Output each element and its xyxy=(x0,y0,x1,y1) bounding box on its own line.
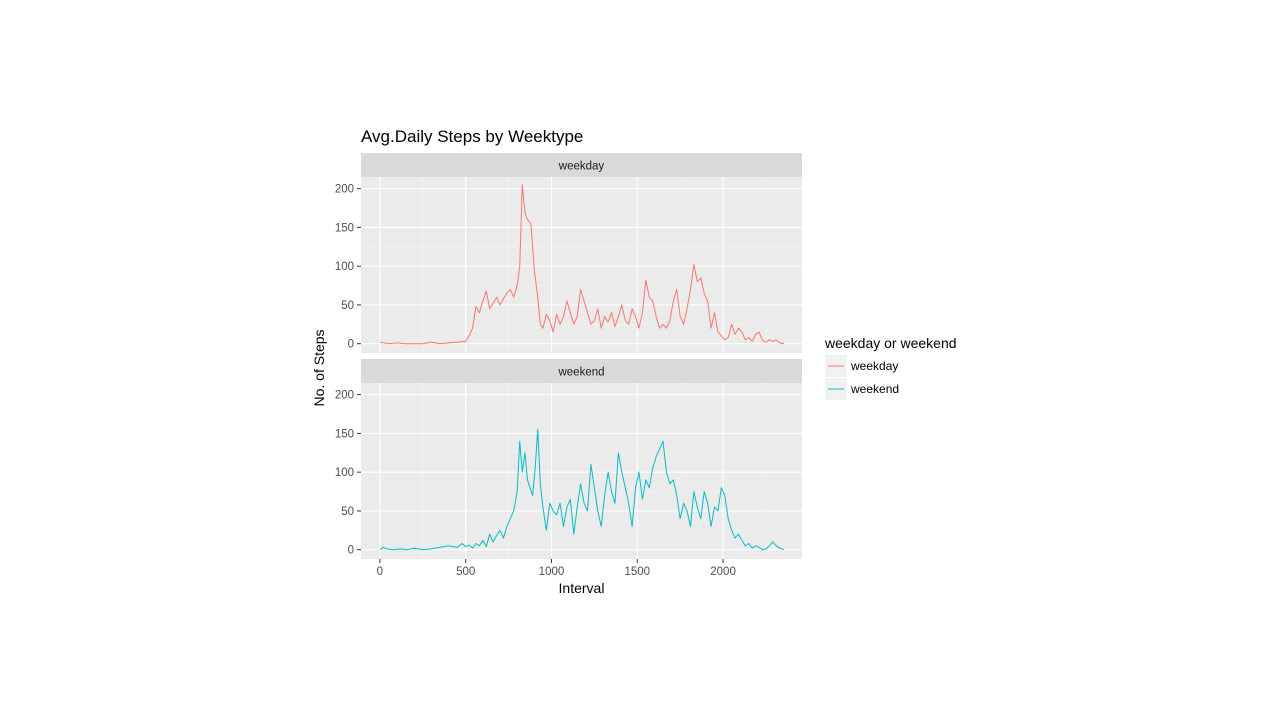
x-axis: 0 500 1000 1500 2000 xyxy=(377,559,736,578)
strip-weekday xyxy=(361,153,802,177)
y-tick-label: 150 xyxy=(335,222,354,234)
x-tick-label: 0 xyxy=(377,566,383,578)
y-axis-title: No. of Steps xyxy=(311,329,327,406)
y-tick-label: 200 xyxy=(335,390,354,402)
x-tick-label: 1500 xyxy=(624,566,650,578)
x-tick-label: 1000 xyxy=(539,566,565,578)
y-tick-label: 50 xyxy=(341,506,354,518)
y-tick-label: 200 xyxy=(335,184,354,196)
grid-weekday xyxy=(361,177,802,353)
legend-label-weekday: weekday xyxy=(850,359,898,373)
legend-item-weekday: weekday xyxy=(825,355,898,377)
series-line-weekday xyxy=(379,184,785,345)
facet-weekend: weekend 0 50 100 150 200 xyxy=(335,359,802,559)
grid-weekend xyxy=(361,383,802,559)
series-line-weekend xyxy=(379,429,785,551)
x-tick-label: 500 xyxy=(456,566,475,578)
legend-label-weekend: weekend xyxy=(850,382,899,396)
x-tick-label: 2000 xyxy=(710,566,736,578)
y-tick-label: 100 xyxy=(335,261,354,273)
y-tick-label: 0 xyxy=(348,545,354,557)
panel-weekday xyxy=(361,177,802,353)
strip-weekend xyxy=(361,359,802,383)
legend-item-weekend: weekend xyxy=(825,378,899,400)
legend: weekday or weekend weekday weekend xyxy=(824,335,957,400)
y-axis-weekday: 0 50 100 150 200 xyxy=(335,184,361,351)
y-axis-weekend: 0 50 100 150 200 xyxy=(335,390,361,557)
facet-weekday: weekday 0 50 100 150 200 xyxy=(335,153,802,353)
x-axis-title: Interval xyxy=(559,580,605,596)
y-tick-label: 150 xyxy=(335,428,354,440)
series-weekend xyxy=(379,429,785,551)
legend-title: weekday or weekend xyxy=(824,335,957,351)
y-tick-label: 0 xyxy=(348,339,354,351)
y-tick-label: 100 xyxy=(335,467,354,479)
y-tick-label: 50 xyxy=(341,300,354,312)
series-weekday xyxy=(379,184,785,345)
strip-label-weekday: weekday xyxy=(558,161,605,173)
chart-title: Avg.Daily Steps by Weektype xyxy=(361,127,583,146)
strip-label-weekend: weekend xyxy=(557,367,604,379)
panel-weekend xyxy=(361,383,802,559)
